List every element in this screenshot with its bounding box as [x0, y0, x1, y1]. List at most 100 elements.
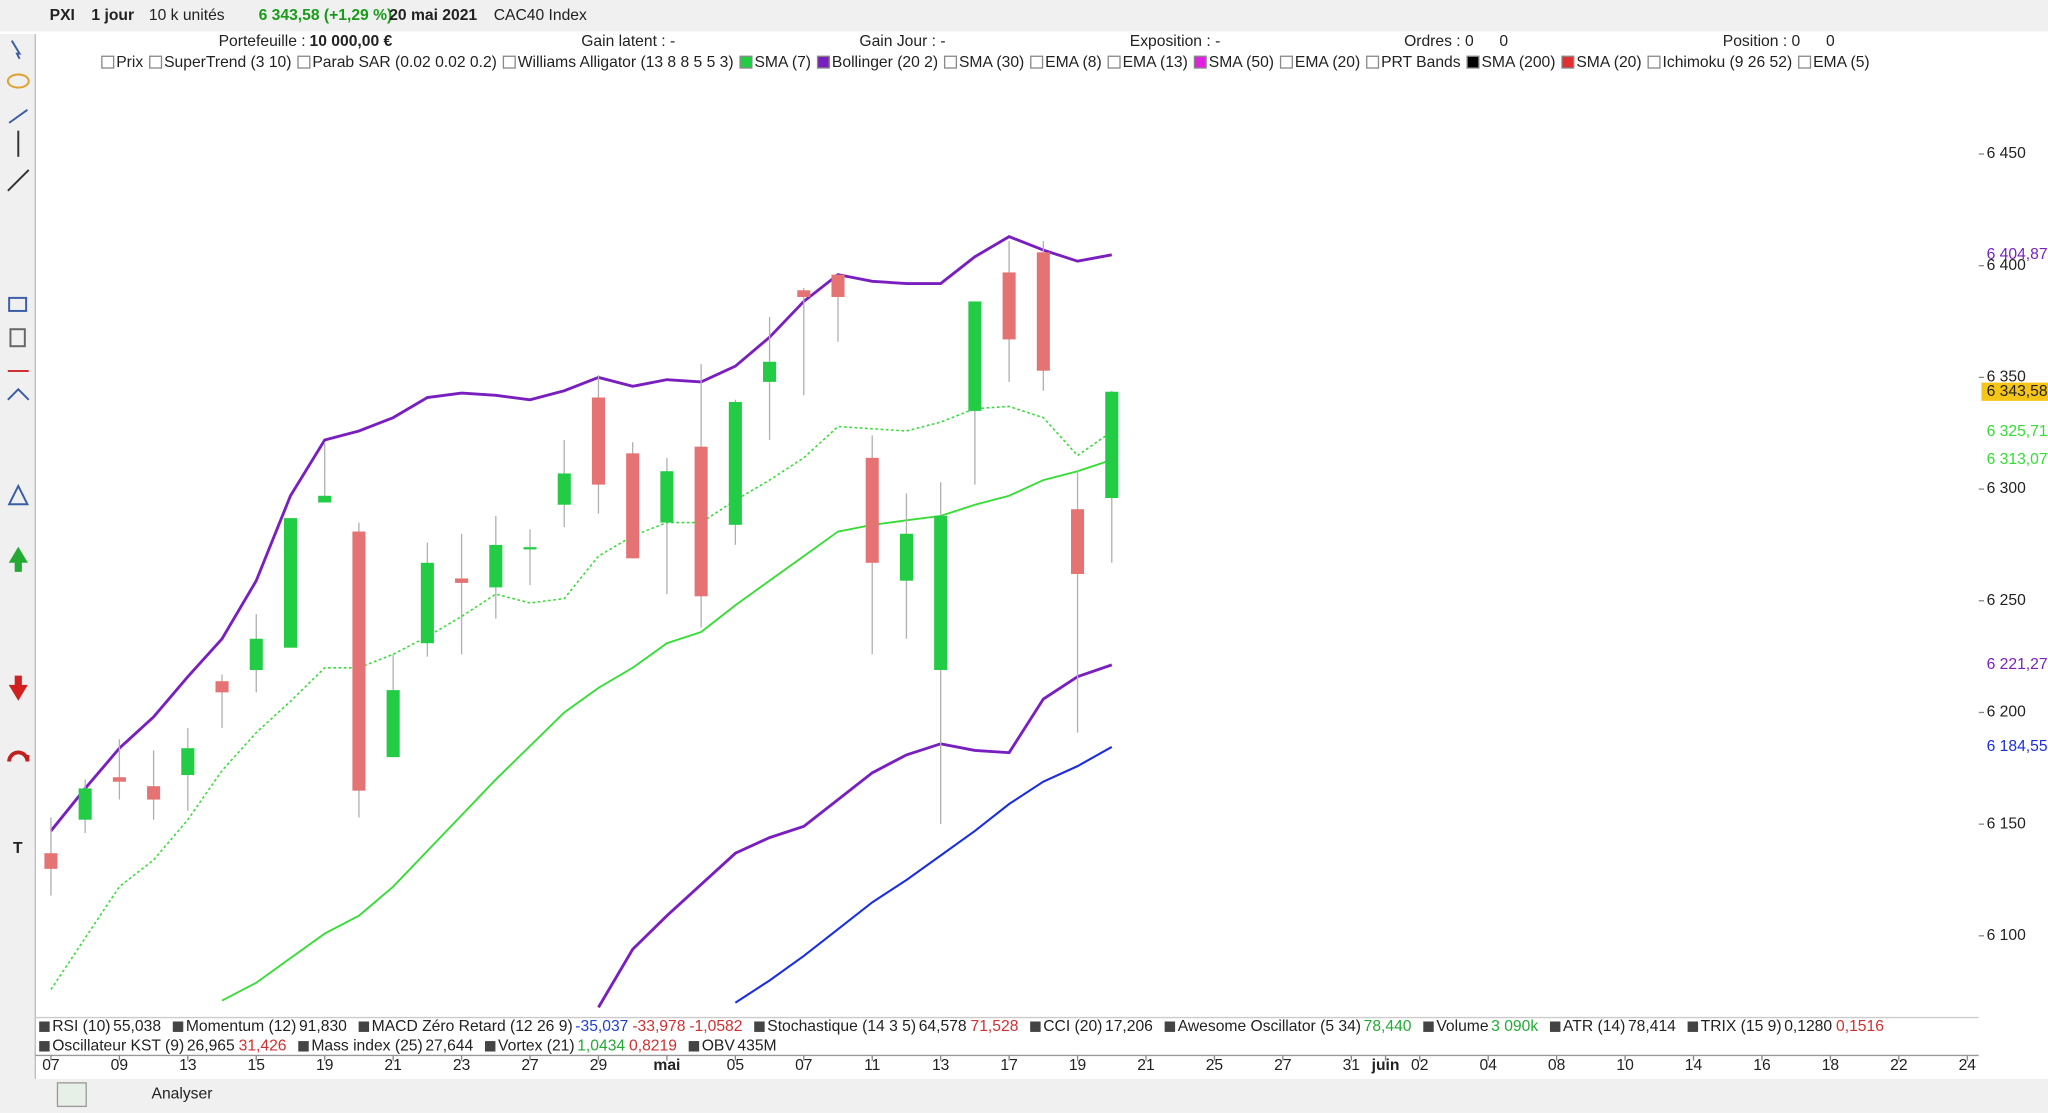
indicator-swatch	[1466, 55, 1480, 69]
indicator-last-label: 6 404,87	[1987, 246, 2048, 263]
cursor-tool[interactable]	[10, 40, 22, 60]
indicator-label[interactable]: SMA (50)	[1209, 54, 1274, 71]
candle-body	[181, 748, 195, 776]
panel-name[interactable]: Vortex (21)	[498, 1037, 575, 1054]
rect-tool[interactable]	[8, 296, 28, 312]
panel-value: 435M	[737, 1037, 776, 1054]
account-bar	[0, 31, 2048, 54]
indicator-label[interactable]: EMA (5)	[1813, 54, 1870, 71]
ellipse-tool[interactable]	[6, 73, 30, 89]
x-tick-label: 07	[795, 1057, 812, 1074]
indicator-swatch	[1366, 55, 1380, 69]
indicator-line	[597, 663, 1113, 1009]
panel-name[interactable]: ATR (14)	[1563, 1018, 1625, 1035]
sell-tool[interactable]	[8, 675, 28, 701]
panel-name[interactable]: Stochastique (14 3 5)	[767, 1018, 916, 1035]
panel-icon	[484, 1041, 496, 1052]
panel-name[interactable]: MACD Zéro Retard (12 26 9)	[372, 1018, 573, 1035]
gain-latent: Gain latent : -	[581, 33, 675, 50]
buy-tool[interactable]	[8, 546, 28, 572]
x-tick-label: 22	[1890, 1057, 1907, 1074]
panel-value: 1,0434	[577, 1037, 625, 1054]
panel-value: 31,426	[239, 1037, 287, 1054]
indicator-label[interactable]: Parab SAR (0.02 0.02 0.2)	[312, 54, 497, 71]
indicator-label[interactable]: EMA (8)	[1045, 54, 1102, 71]
indicator-swatch	[1798, 55, 1812, 69]
indicator-label[interactable]: SMA (20)	[1576, 54, 1641, 71]
candle-body	[591, 397, 605, 485]
panel-name[interactable]: TRIX (15 9)	[1701, 1018, 1782, 1035]
period[interactable]: 1 jour	[91, 7, 134, 24]
panel-icon	[688, 1041, 700, 1052]
gain-jour: Gain Jour : -	[859, 33, 945, 50]
panel-value: 91,830	[299, 1018, 347, 1035]
y-tick-label: 6 250	[1987, 592, 2026, 609]
y-tick-label: 6 400	[1987, 257, 2026, 274]
panel-value: 55,038	[113, 1018, 161, 1035]
x-tick-label: 24	[1959, 1057, 1977, 1074]
indicator-label[interactable]: SMA (30)	[959, 54, 1024, 71]
x-tick-label: 05	[727, 1057, 745, 1074]
indicator-last-label: 6 184,55	[1987, 738, 2048, 755]
panel-name[interactable]: Awesome Oscillator (5 34)	[1178, 1018, 1361, 1035]
x-tick-label: 15	[248, 1057, 266, 1074]
indicator-label[interactable]: Ichimoku (9 26 52)	[1663, 54, 1793, 71]
indicator-label[interactable]: EMA (13)	[1123, 54, 1188, 71]
price-axis	[1978, 75, 2048, 1056]
panel-icon	[1423, 1021, 1434, 1032]
top-bar	[0, 0, 2048, 32]
y-tick-label: 6 300	[1987, 480, 2026, 497]
trend-tool[interactable]	[7, 169, 30, 192]
indicator-label[interactable]: EMA (20)	[1295, 54, 1360, 71]
panel-name[interactable]: Oscillateur KST (9)	[52, 1037, 184, 1054]
indicator-label[interactable]: Prix	[116, 54, 143, 71]
panel-name[interactable]: Momentum (12)	[186, 1018, 297, 1035]
x-tick-label: 17	[1000, 1057, 1017, 1074]
indicator-label[interactable]: Bollinger (20 2)	[832, 54, 938, 71]
indicator-label[interactable]: Williams Alligator (13 8 8 5 5 3)	[518, 54, 734, 71]
indicator-swatch	[149, 55, 163, 69]
panel-value: -33,978	[632, 1018, 685, 1035]
x-tick-label: 10	[1616, 1057, 1634, 1074]
last-price-label: 6 343,58	[1987, 383, 2048, 400]
indicator-line	[734, 746, 1113, 1004]
candle-body	[763, 361, 777, 382]
symbol[interactable]: PXI	[50, 7, 75, 24]
indicator-line	[50, 405, 1113, 990]
fib-tool[interactable]	[7, 387, 30, 401]
indicator-label[interactable]: PRT Bands	[1381, 54, 1461, 71]
magnet-tool[interactable]	[7, 750, 30, 762]
analyse-button[interactable]: Analyser	[152, 1086, 213, 1103]
panel-value: 64,578	[919, 1018, 967, 1035]
portfolio-label: Portefeuille :	[219, 33, 306, 50]
indicator-label[interactable]: SMA (200)	[1481, 54, 1555, 71]
indicator-line	[49, 235, 1113, 832]
position-2: 0	[1826, 33, 1835, 50]
x-tick-label: 02	[1411, 1057, 1428, 1074]
x-tick-label: 13	[179, 1057, 197, 1074]
panel-name[interactable]: OBV	[702, 1037, 736, 1054]
x-tick-label: 07	[42, 1057, 59, 1074]
panel-name[interactable]: Volume	[1436, 1018, 1489, 1035]
position: Position : 0	[1723, 33, 1801, 50]
indicator-last-label: 6 313,07	[1987, 451, 2048, 468]
panel-name[interactable]: CCI (20)	[1043, 1018, 1102, 1035]
line-tool[interactable]	[8, 109, 28, 124]
text-tool[interactable]: T	[13, 840, 23, 857]
triangle-tool[interactable]	[7, 483, 30, 506]
indicator-label[interactable]: SuperTrend (3 10)	[164, 54, 291, 71]
chart-button[interactable]	[56, 1082, 87, 1108]
candle-body	[215, 681, 229, 693]
indicator-label[interactable]: SMA (7)	[754, 54, 811, 71]
x-tick-label: 29	[590, 1057, 607, 1074]
panel-name[interactable]: RSI (10)	[52, 1018, 110, 1035]
panel-name[interactable]: Mass index (25)	[311, 1037, 422, 1054]
units[interactable]: 10 k unités	[149, 7, 225, 24]
candle-body	[728, 401, 742, 525]
panel-value: 71,528	[971, 1018, 1019, 1035]
panel-icon	[1164, 1021, 1176, 1032]
trash-tool[interactable]	[9, 328, 26, 348]
candle-body	[352, 531, 366, 791]
